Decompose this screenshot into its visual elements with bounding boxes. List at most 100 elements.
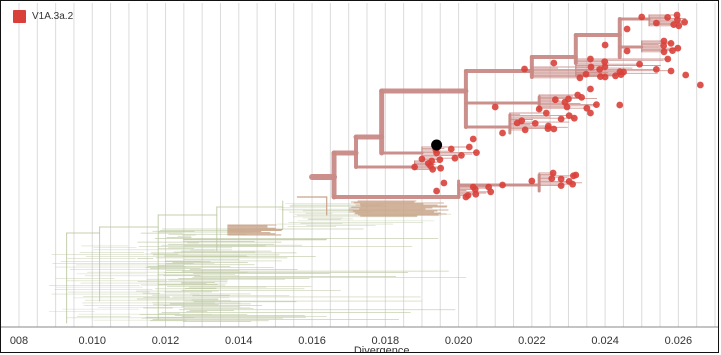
tip-node[interactable]: [557, 115, 565, 123]
tip-node[interactable]: [542, 109, 550, 117]
tip-node[interactable]: [601, 73, 609, 81]
tip-node[interactable]: [513, 119, 521, 127]
tip-node[interactable]: [696, 81, 704, 89]
tip-node[interactable]: [447, 145, 455, 153]
tip-node[interactable]: [596, 66, 604, 73]
legend[interactable]: V1A.3a.2: [13, 10, 73, 23]
tip-node[interactable]: [550, 59, 558, 67]
tip-node[interactable]: [469, 183, 477, 191]
tip-node[interactable]: [472, 190, 480, 198]
tip-node[interactable]: [682, 71, 690, 79]
selected-node-layer[interactable]: [431, 139, 443, 151]
tip-node[interactable]: [582, 70, 590, 78]
tip-node[interactable]: [587, 109, 594, 117]
x-tick-label: 0.012: [152, 335, 180, 347]
tip-node[interactable]: [660, 42, 668, 50]
highlighted-clade-branches[interactable]: [309, 14, 686, 200]
tip-node[interactable]: [437, 164, 445, 172]
tip-node[interactable]: [612, 72, 619, 80]
tip-node[interactable]: [436, 156, 444, 164]
grid-lines: [18, 3, 716, 327]
tip-node[interactable]: [664, 14, 672, 21]
tip-node[interactable]: [548, 175, 556, 183]
tip-node[interactable]: [601, 63, 609, 71]
legend-label: V1A.3a.2: [32, 11, 74, 22]
selected-node[interactable]: [431, 139, 443, 151]
tip-node[interactable]: [570, 114, 578, 122]
tip-node[interactable]: [660, 48, 668, 56]
tip-node[interactable]: [465, 143, 473, 151]
tip-node[interactable]: [583, 104, 591, 112]
tip-node[interactable]: [531, 120, 539, 127]
tip-node[interactable]: [551, 96, 559, 104]
x-tick-label: 0.014: [225, 335, 253, 347]
tip-node[interactable]: [587, 55, 594, 63]
tip-node[interactable]: [593, 101, 600, 108]
tip-node[interactable]: [499, 181, 506, 189]
x-tick-label: 0.024: [591, 335, 619, 347]
tip-node[interactable]: [433, 149, 440, 157]
tip-node[interactable]: [674, 16, 681, 24]
tip-node[interactable]: [652, 19, 660, 27]
tip-node[interactable]: [667, 67, 675, 75]
background-branches: [48, 196, 467, 324]
x-axis-title: Divergence: [354, 345, 410, 353]
tip-node[interactable]: [616, 101, 624, 109]
tip-node[interactable]: [521, 126, 529, 134]
tip-node[interactable]: [411, 163, 419, 171]
tip-node[interactable]: [636, 60, 643, 68]
tip-node[interactable]: [664, 55, 672, 63]
tip-node[interactable]: [528, 177, 536, 185]
x-tick-label: 0.010: [78, 335, 106, 347]
tip-node[interactable]: [473, 149, 480, 157]
tip-node[interactable]: [576, 74, 584, 82]
tip-node[interactable]: [681, 18, 688, 26]
tip-node[interactable]: [557, 182, 565, 190]
tip-node[interactable]: [675, 22, 683, 30]
tip-node[interactable]: [565, 112, 573, 119]
tip-node[interactable]: [669, 47, 676, 54]
x-tick-label: 0.016: [298, 335, 326, 347]
tip-node[interactable]: [569, 180, 577, 188]
tip-node[interactable]: [462, 193, 470, 201]
tip-node[interactable]: [521, 65, 528, 73]
tip-node[interactable]: [601, 41, 609, 49]
tip-node[interactable]: [550, 125, 558, 133]
tip-node[interactable]: [549, 169, 557, 177]
tip-node[interactable]: [674, 44, 682, 52]
legend-swatch: [13, 10, 26, 23]
tip-node[interactable]: [638, 13, 646, 21]
x-tick-label: 0.018: [372, 335, 400, 347]
tip-node[interactable]: [652, 66, 660, 73]
tip-node[interactable]: [601, 58, 609, 65]
tip-node[interactable]: [557, 175, 565, 183]
tip-node[interactable]: [578, 94, 586, 101]
tip-node[interactable]: [499, 129, 506, 137]
tip-node[interactable]: [544, 125, 552, 132]
tip-node[interactable]: [670, 21, 678, 28]
tip-node[interactable]: [451, 154, 459, 162]
tip-node[interactable]: [491, 103, 499, 111]
x-tick-label: 0.020: [445, 335, 473, 347]
tip-node[interactable]: [572, 171, 580, 179]
tip-node[interactable]: [623, 25, 631, 33]
clade-tips[interactable]: [411, 11, 719, 201]
x-tick-label: 0.026: [665, 335, 693, 347]
tip-node[interactable]: [535, 105, 543, 113]
tip-node[interactable]: [616, 68, 624, 76]
tip-node[interactable]: [565, 95, 572, 103]
tip-node[interactable]: [418, 155, 426, 163]
tip-node[interactable]: [587, 85, 594, 93]
tip-node[interactable]: [440, 179, 448, 187]
tip-node[interactable]: [623, 47, 631, 55]
tip-node[interactable]: [487, 188, 495, 196]
tip-node[interactable]: [563, 103, 571, 111]
x-axis: 008 0.010 0.012 0.014 0.016 0.018 0.020 0.022 0.…: [1, 326, 718, 353]
tip-node[interactable]: [469, 135, 477, 143]
tip-node[interactable]: [457, 152, 465, 159]
tip-node[interactable]: [429, 166, 437, 173]
tip-node[interactable]: [587, 63, 595, 71]
tip-node[interactable]: [667, 40, 675, 47]
tip-node[interactable]: [433, 187, 440, 195]
